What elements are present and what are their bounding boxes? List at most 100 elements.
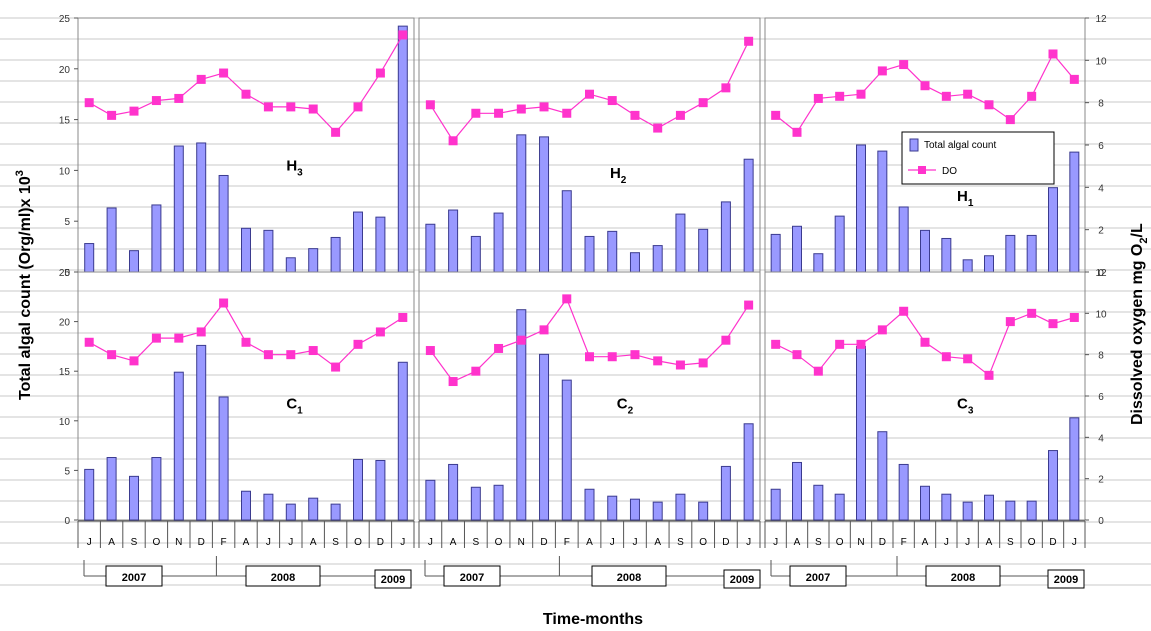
month-label: S [815, 537, 822, 548]
do-point [630, 350, 640, 360]
right-tick-label: 4 [1098, 433, 1104, 444]
algal-count-bar [516, 134, 527, 273]
right-tick-label: 4 [1098, 183, 1104, 194]
algal-count-bar [629, 252, 640, 273]
panel-label: H2 [610, 165, 627, 186]
do-point [835, 91, 845, 101]
legend-bar-swatch [909, 138, 919, 152]
algal-count-bar [1026, 234, 1037, 273]
do-point [653, 123, 663, 133]
algal-count-bar [720, 465, 731, 521]
year-label: 2009 [730, 574, 754, 586]
do-point [813, 366, 823, 376]
month-label: A [243, 537, 250, 548]
month-label: S [332, 537, 339, 548]
panel-label: C1 [286, 395, 303, 416]
panel-frame [418, 17, 761, 273]
do-point [129, 106, 139, 116]
do-point [835, 339, 845, 349]
left-tick-label: 20 [59, 318, 71, 329]
left-tick-label: 5 [64, 217, 70, 228]
year-box [443, 565, 501, 587]
do-point [241, 89, 251, 99]
algal-count-bar [584, 235, 595, 273]
year-box [723, 569, 761, 589]
do-point [151, 333, 161, 343]
month-label: N [518, 537, 525, 548]
algal-count-bar [898, 206, 909, 273]
do-point [792, 350, 802, 360]
do-point [516, 104, 526, 114]
do-point [585, 89, 594, 99]
y-right-axis-title: Dissolved oxygen mg O2/L [1129, 223, 1150, 425]
month-label: F [901, 537, 907, 548]
do-point [286, 102, 296, 112]
algal-count-bar [920, 229, 930, 273]
do-point [331, 127, 341, 137]
month-label: S [472, 537, 479, 548]
algal-count-bar [308, 497, 319, 521]
do-point [448, 377, 458, 387]
algal-count-bar [743, 158, 754, 273]
right-tick-label: 6 [1098, 392, 1104, 403]
algal-count-bar [984, 494, 994, 521]
algal-count-bar [397, 361, 408, 521]
left-tick-label: 15 [59, 367, 71, 378]
month-label: J [610, 537, 615, 548]
do-point [219, 68, 229, 78]
do-point [398, 312, 408, 322]
do-point [771, 339, 781, 349]
do-point [425, 346, 435, 356]
do-point [471, 108, 481, 118]
algal-count-bar [743, 423, 754, 521]
do-point [196, 74, 206, 84]
algal-count-bar [877, 150, 888, 273]
algal-count-bar [448, 463, 459, 521]
month-label: S [677, 537, 684, 548]
do-point [675, 360, 685, 370]
algal-count-bar [941, 237, 952, 273]
month-label: A [108, 537, 115, 548]
right-tick-label: 8 [1098, 351, 1104, 362]
do-point [375, 68, 385, 78]
do-point [653, 356, 663, 366]
algal-count-bar [698, 228, 709, 273]
algal-count-bar [285, 257, 296, 273]
do-point [984, 370, 994, 380]
y-left-axis-title: Total algal count (Org/ml)x 103 [14, 170, 34, 400]
algal-count-bar [263, 493, 274, 521]
panel-label: H3 [286, 157, 303, 178]
year-box [1047, 569, 1085, 589]
month-label: S [1007, 537, 1014, 548]
algal-count-bar [173, 371, 184, 521]
do-point [877, 66, 887, 76]
algal-count-bar [652, 245, 663, 273]
algal-count-bar [770, 233, 781, 273]
month-label: O [699, 537, 707, 548]
year-box [789, 565, 847, 587]
right-tick-label: 0 [1098, 268, 1104, 279]
do-point [263, 350, 273, 360]
left-tick-label: 10 [59, 166, 71, 177]
do-point [1005, 317, 1015, 327]
month-label: D [540, 537, 547, 548]
do-point [241, 337, 251, 347]
algal-count-bar [1069, 417, 1080, 521]
do-point [1048, 319, 1058, 329]
month-label: O [836, 537, 844, 548]
right-tick-label: 10 [1095, 56, 1107, 67]
algal-count-bar [898, 463, 909, 521]
do-point [920, 81, 930, 91]
algal-count-bar [218, 174, 229, 273]
month-label: F [564, 537, 570, 548]
month-label: O [495, 537, 503, 548]
month-label: J [632, 537, 637, 548]
month-label: A [586, 537, 593, 548]
algal-count-bar [106, 207, 117, 273]
legend: Total algal count DO [901, 131, 1055, 185]
algal-count-bar [813, 253, 824, 273]
do-point [899, 60, 909, 70]
year-label: 2007 [122, 572, 146, 584]
left-tick-label: 5 [64, 466, 70, 477]
